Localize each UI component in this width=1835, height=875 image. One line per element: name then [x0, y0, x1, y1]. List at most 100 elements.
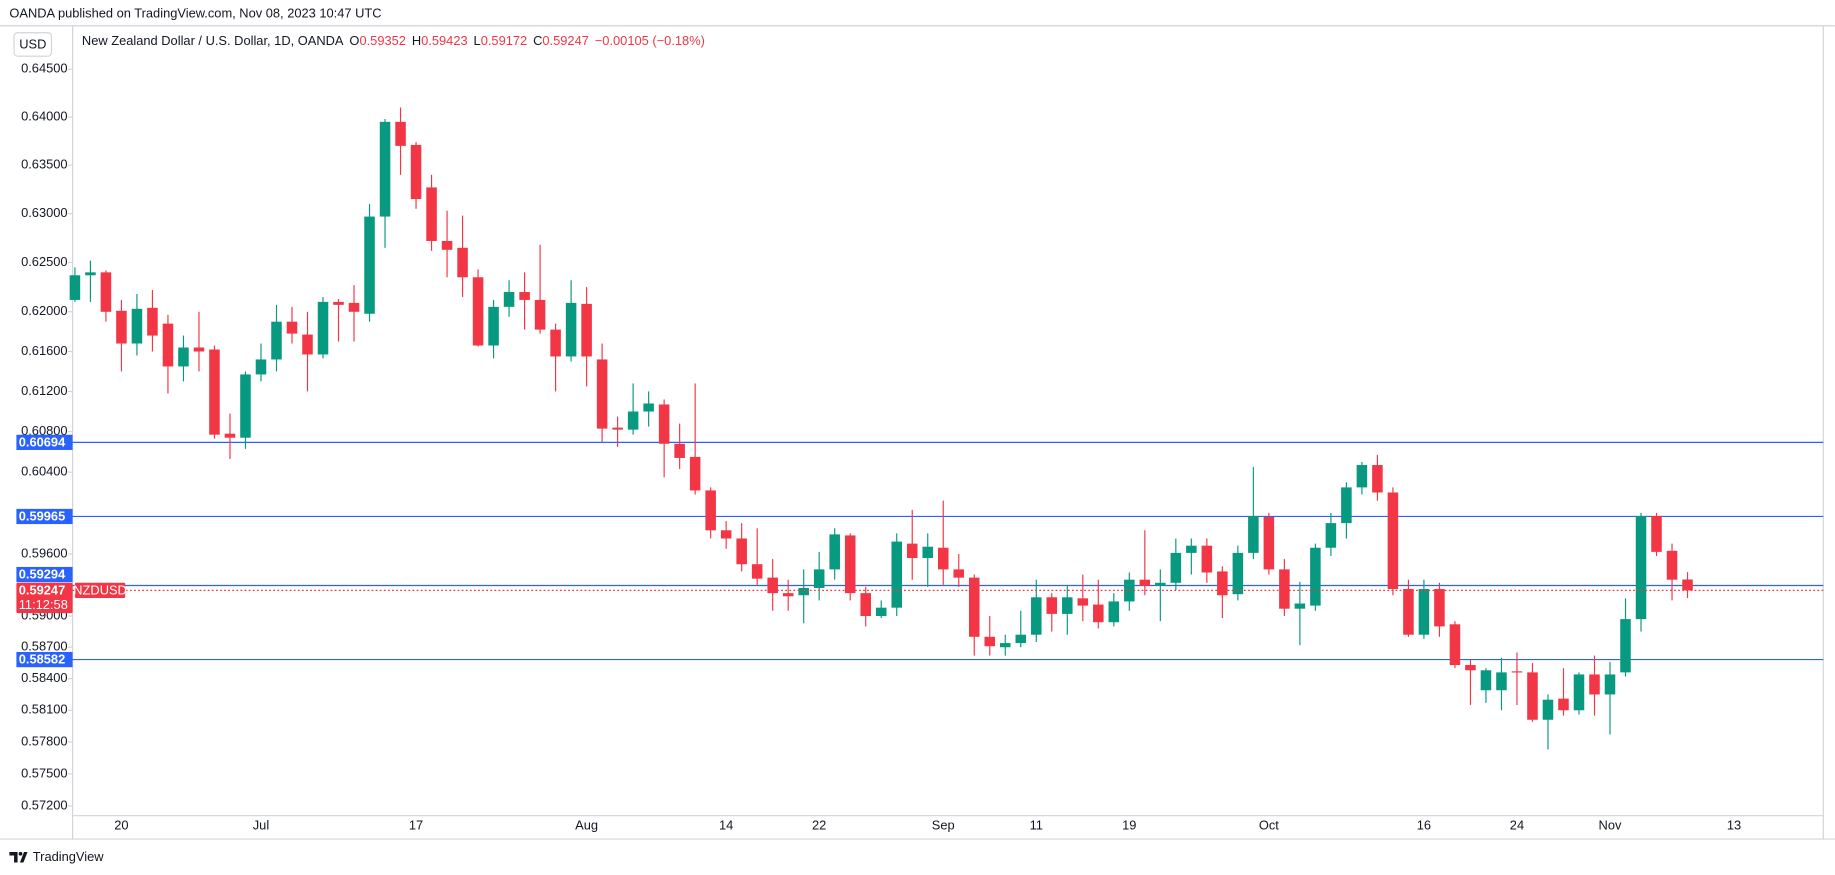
x-tick-label: Oct — [1259, 818, 1279, 833]
candle-body — [1527, 672, 1538, 720]
candle-body — [1511, 671, 1523, 673]
legend-change: −0.00105 — [595, 34, 649, 49]
candle-body — [1496, 672, 1507, 691]
y-tick-label: 0.57200 — [21, 797, 67, 812]
level-label: 0.58582 — [19, 652, 65, 667]
candle-body — [1372, 465, 1383, 493]
candle-body — [1341, 487, 1352, 524]
candle-body — [147, 307, 158, 336]
y-tick-label: 0.62500 — [21, 254, 67, 269]
x-tick-label: 17 — [409, 818, 423, 833]
candle-body — [550, 329, 561, 357]
y-tick-label: 0.58400 — [21, 670, 67, 685]
candle-body — [1201, 545, 1213, 573]
symbol-tag-box — [74, 582, 126, 598]
last-price-box — [16, 582, 73, 614]
candle-body — [1294, 603, 1306, 609]
candle-body — [984, 636, 996, 647]
level-label-box — [16, 434, 73, 450]
candle-body — [953, 569, 965, 578]
candle-body — [705, 490, 716, 531]
candle-body — [1542, 699, 1554, 720]
y-tick-label: 0.63000 — [21, 205, 67, 220]
last-price-label: 0.59247 — [19, 582, 65, 597]
candle-body — [1403, 589, 1414, 635]
candle-body — [534, 299, 546, 330]
legend-open-label: O — [349, 34, 359, 49]
candle-body — [69, 275, 81, 300]
footer-brand: TradingView — [33, 849, 104, 864]
candle-body — [1046, 597, 1058, 614]
candle-body — [844, 535, 856, 594]
candle-body — [240, 374, 251, 438]
level-label-box — [16, 651, 73, 668]
legend-low-label: L — [474, 34, 481, 49]
candle-body — [736, 538, 747, 565]
y-tick-label: 0.58100 — [21, 702, 67, 717]
candle-body — [643, 403, 654, 412]
legend-open: 0.59352 — [359, 34, 405, 49]
candle-body — [472, 277, 484, 346]
candle-body — [1077, 598, 1089, 606]
candle-body — [410, 144, 422, 200]
candle-body — [255, 359, 267, 375]
candle-body — [1232, 552, 1244, 595]
candle-body — [1155, 582, 1166, 586]
legend-change-pct: (−0.18%) — [652, 34, 705, 49]
candle-body — [286, 321, 298, 334]
candle-body — [860, 593, 871, 616]
candle-body — [596, 359, 608, 429]
candle-body — [689, 456, 701, 491]
candle-body — [519, 292, 530, 300]
candle-body — [348, 302, 360, 312]
candle-body — [1387, 492, 1399, 590]
candle-body — [85, 272, 96, 276]
candle-body — [441, 240, 453, 250]
x-tick-label: 20 — [114, 818, 128, 833]
candle-body — [1124, 579, 1135, 602]
y-tick-label: 0.60400 — [21, 464, 67, 479]
candle-body — [1000, 643, 1011, 648]
candle-body — [224, 433, 236, 438]
currency-button[interactable] — [13, 32, 53, 57]
candle-body — [1015, 634, 1027, 644]
candle-body — [1062, 597, 1073, 614]
candle-body — [658, 404, 670, 444]
candle-body — [1356, 465, 1368, 488]
candle-body — [1186, 545, 1197, 553]
legend-low: 0.59172 — [481, 34, 527, 49]
candle-body — [1635, 515, 1647, 620]
x-tick-label: 22 — [812, 818, 826, 833]
candle-body — [1666, 550, 1678, 580]
candle-body — [1651, 515, 1662, 552]
level-label-box — [16, 566, 73, 583]
candle-body — [1263, 516, 1275, 570]
candle-body — [131, 308, 143, 344]
y-tick-label: 0.57800 — [21, 733, 67, 748]
y-tick-label: 0.58700 — [21, 639, 67, 654]
publish-header: OANDA published on TradingView.com, Nov … — [9, 5, 381, 20]
candle-body — [1682, 579, 1693, 591]
x-tick-label: 16 — [1417, 818, 1431, 833]
candle-body — [193, 347, 205, 352]
x-tick-label: 13 — [1727, 818, 1741, 833]
series-layer: 0.64500 0.64000 0.63500 0.63000 0.62500 0.620… — [16, 61, 1824, 833]
candle-body — [379, 121, 391, 217]
level-label: 0.59294 — [19, 567, 66, 582]
candle-body — [906, 543, 918, 559]
candle-body — [1139, 579, 1151, 586]
legend-close: 0.59247 — [542, 34, 588, 49]
candle-body — [565, 302, 577, 357]
y-tick-label: 0.64000 — [21, 108, 67, 123]
currency-label[interactable]: USD — [19, 36, 46, 51]
candle-body — [1558, 698, 1569, 711]
candle-body — [751, 564, 763, 579]
candle-body — [333, 301, 344, 305]
candle-body — [271, 321, 282, 360]
candle-body — [720, 530, 732, 539]
candle-body — [364, 216, 375, 314]
candle-body — [209, 349, 220, 435]
